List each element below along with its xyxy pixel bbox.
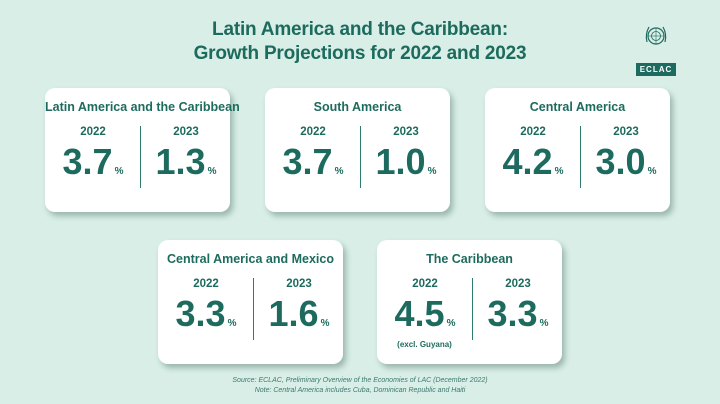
growth-value: 4.5%: [394, 293, 456, 334]
card-latin-america-caribbean: Latin America and the Caribbean 2022 3.7…: [45, 88, 240, 212]
divider: [253, 278, 254, 340]
divider: [472, 278, 473, 340]
year-label: 2022: [520, 126, 546, 138]
card-central-america: Central America 2022 4.2% 2023 3.0%: [485, 88, 670, 212]
col-2023: 2023 1.6%: [254, 276, 344, 346]
growth-value: 3.0%: [595, 141, 657, 182]
caribbean-note: (excl. Guyana): [397, 340, 452, 349]
year-label: 2022: [80, 126, 106, 138]
card-caribbean: The Caribbean 2022 4.5% 2023 3.3% (excl.…: [377, 240, 562, 364]
un-emblem-icon: [645, 26, 667, 45]
card-central-america-mexico: Central America and Mexico 2022 3.3% 202…: [158, 240, 343, 364]
card-south-america: South America 2022 3.7% 2023 1.0%: [265, 88, 450, 212]
logo-tagline: [636, 55, 676, 61]
col-2022: 2022 3.7%: [268, 124, 358, 194]
divider: [140, 126, 141, 188]
growth-value: 3.3%: [487, 293, 549, 334]
footer-source: Source: ECLAC, Preliminary Overview of t…: [0, 376, 720, 396]
growth-value: 1.3%: [155, 141, 217, 182]
col-2022: 2022 3.7%: [48, 124, 138, 194]
growth-value: 3.7%: [62, 141, 124, 182]
col-2023: 2023 3.3%: [473, 276, 563, 346]
card-title: Central America: [529, 100, 626, 114]
page-title: Latin America and the Caribbean: Growth …: [0, 18, 720, 66]
col-2023: 2023 3.0%: [581, 124, 671, 194]
percent-unit: %: [554, 166, 564, 177]
growth-value: 1.6%: [268, 293, 330, 334]
percent-unit: %: [427, 166, 437, 177]
year-label: 2022: [300, 126, 326, 138]
percent-unit: %: [207, 166, 217, 177]
col-2023: 2023 1.3%: [141, 124, 231, 194]
card-title: Latin America and the Caribbean: [45, 100, 240, 114]
year-label: 2022: [412, 278, 438, 290]
note-text: Note: Central America includes Cuba, Dom…: [254, 387, 466, 394]
percent-unit: %: [227, 318, 237, 329]
card-title: The Caribbean: [426, 252, 513, 266]
growth-value: 3.3%: [175, 293, 237, 334]
percent-unit: %: [647, 166, 657, 177]
col-2023: 2023 1.0%: [361, 124, 451, 194]
percent-unit: %: [334, 166, 344, 177]
card-title: Central America and Mexico: [167, 252, 334, 266]
year-label: 2023: [613, 126, 639, 138]
percent-unit: %: [446, 318, 456, 329]
year-label: 2023: [393, 126, 419, 138]
growth-value: 1.0%: [375, 141, 437, 182]
col-2022: 2022 4.5%: [380, 276, 470, 346]
percent-unit: %: [539, 318, 549, 329]
divider: [360, 126, 361, 188]
eclac-logo: ECLAC: [636, 22, 676, 76]
card-title: South America: [313, 100, 402, 114]
year-label: 2023: [505, 278, 531, 290]
growth-value: 3.7%: [282, 141, 344, 182]
col-2022: 2022 3.3%: [161, 276, 251, 346]
year-label: 2023: [286, 278, 312, 290]
growth-value: 4.2%: [502, 141, 564, 182]
percent-unit: %: [320, 318, 330, 329]
percent-unit: %: [114, 166, 124, 177]
title-line-1: Latin America and the Caribbean:: [212, 19, 508, 40]
divider: [580, 126, 581, 188]
title-line-2: Growth Projections for 2022 and 2023: [193, 43, 527, 64]
year-label: 2022: [193, 278, 219, 290]
logo-wordmark: ECLAC: [636, 63, 676, 76]
source-text: Source: ECLAC, Preliminary Overview of t…: [232, 377, 488, 384]
year-label: 2023: [173, 126, 199, 138]
col-2022: 2022 4.2%: [488, 124, 578, 194]
